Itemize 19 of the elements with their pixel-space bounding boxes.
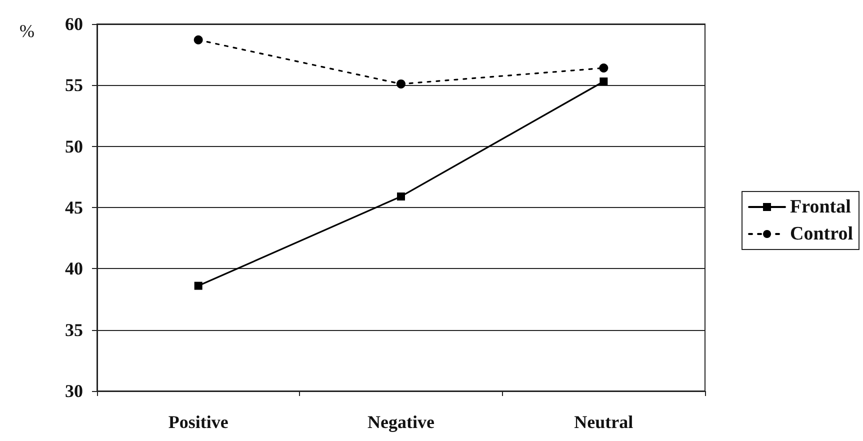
point (194, 35, 203, 44)
y-tick-label: 50 (65, 136, 83, 156)
y-tick-label: 40 (65, 258, 83, 279)
point (600, 77, 608, 86)
x-tick-label: Negative (368, 412, 434, 432)
y-axis-title: % (20, 21, 34, 41)
point (599, 64, 608, 73)
x-tick-label: Neutral (574, 412, 634, 432)
y-tick-label: 45 (65, 198, 83, 218)
y-tick-label: 60 (65, 14, 83, 34)
y-tick-label: 35 (65, 320, 83, 340)
point (397, 192, 405, 200)
x-tick-label: Positive (168, 412, 228, 432)
legend-label: Control (790, 224, 853, 244)
y-tick-label: 30 (65, 381, 83, 401)
y-tick-label: 55 (65, 75, 83, 96)
point (396, 79, 406, 88)
legend-label: Frontal (790, 196, 851, 218)
point (194, 282, 202, 290)
